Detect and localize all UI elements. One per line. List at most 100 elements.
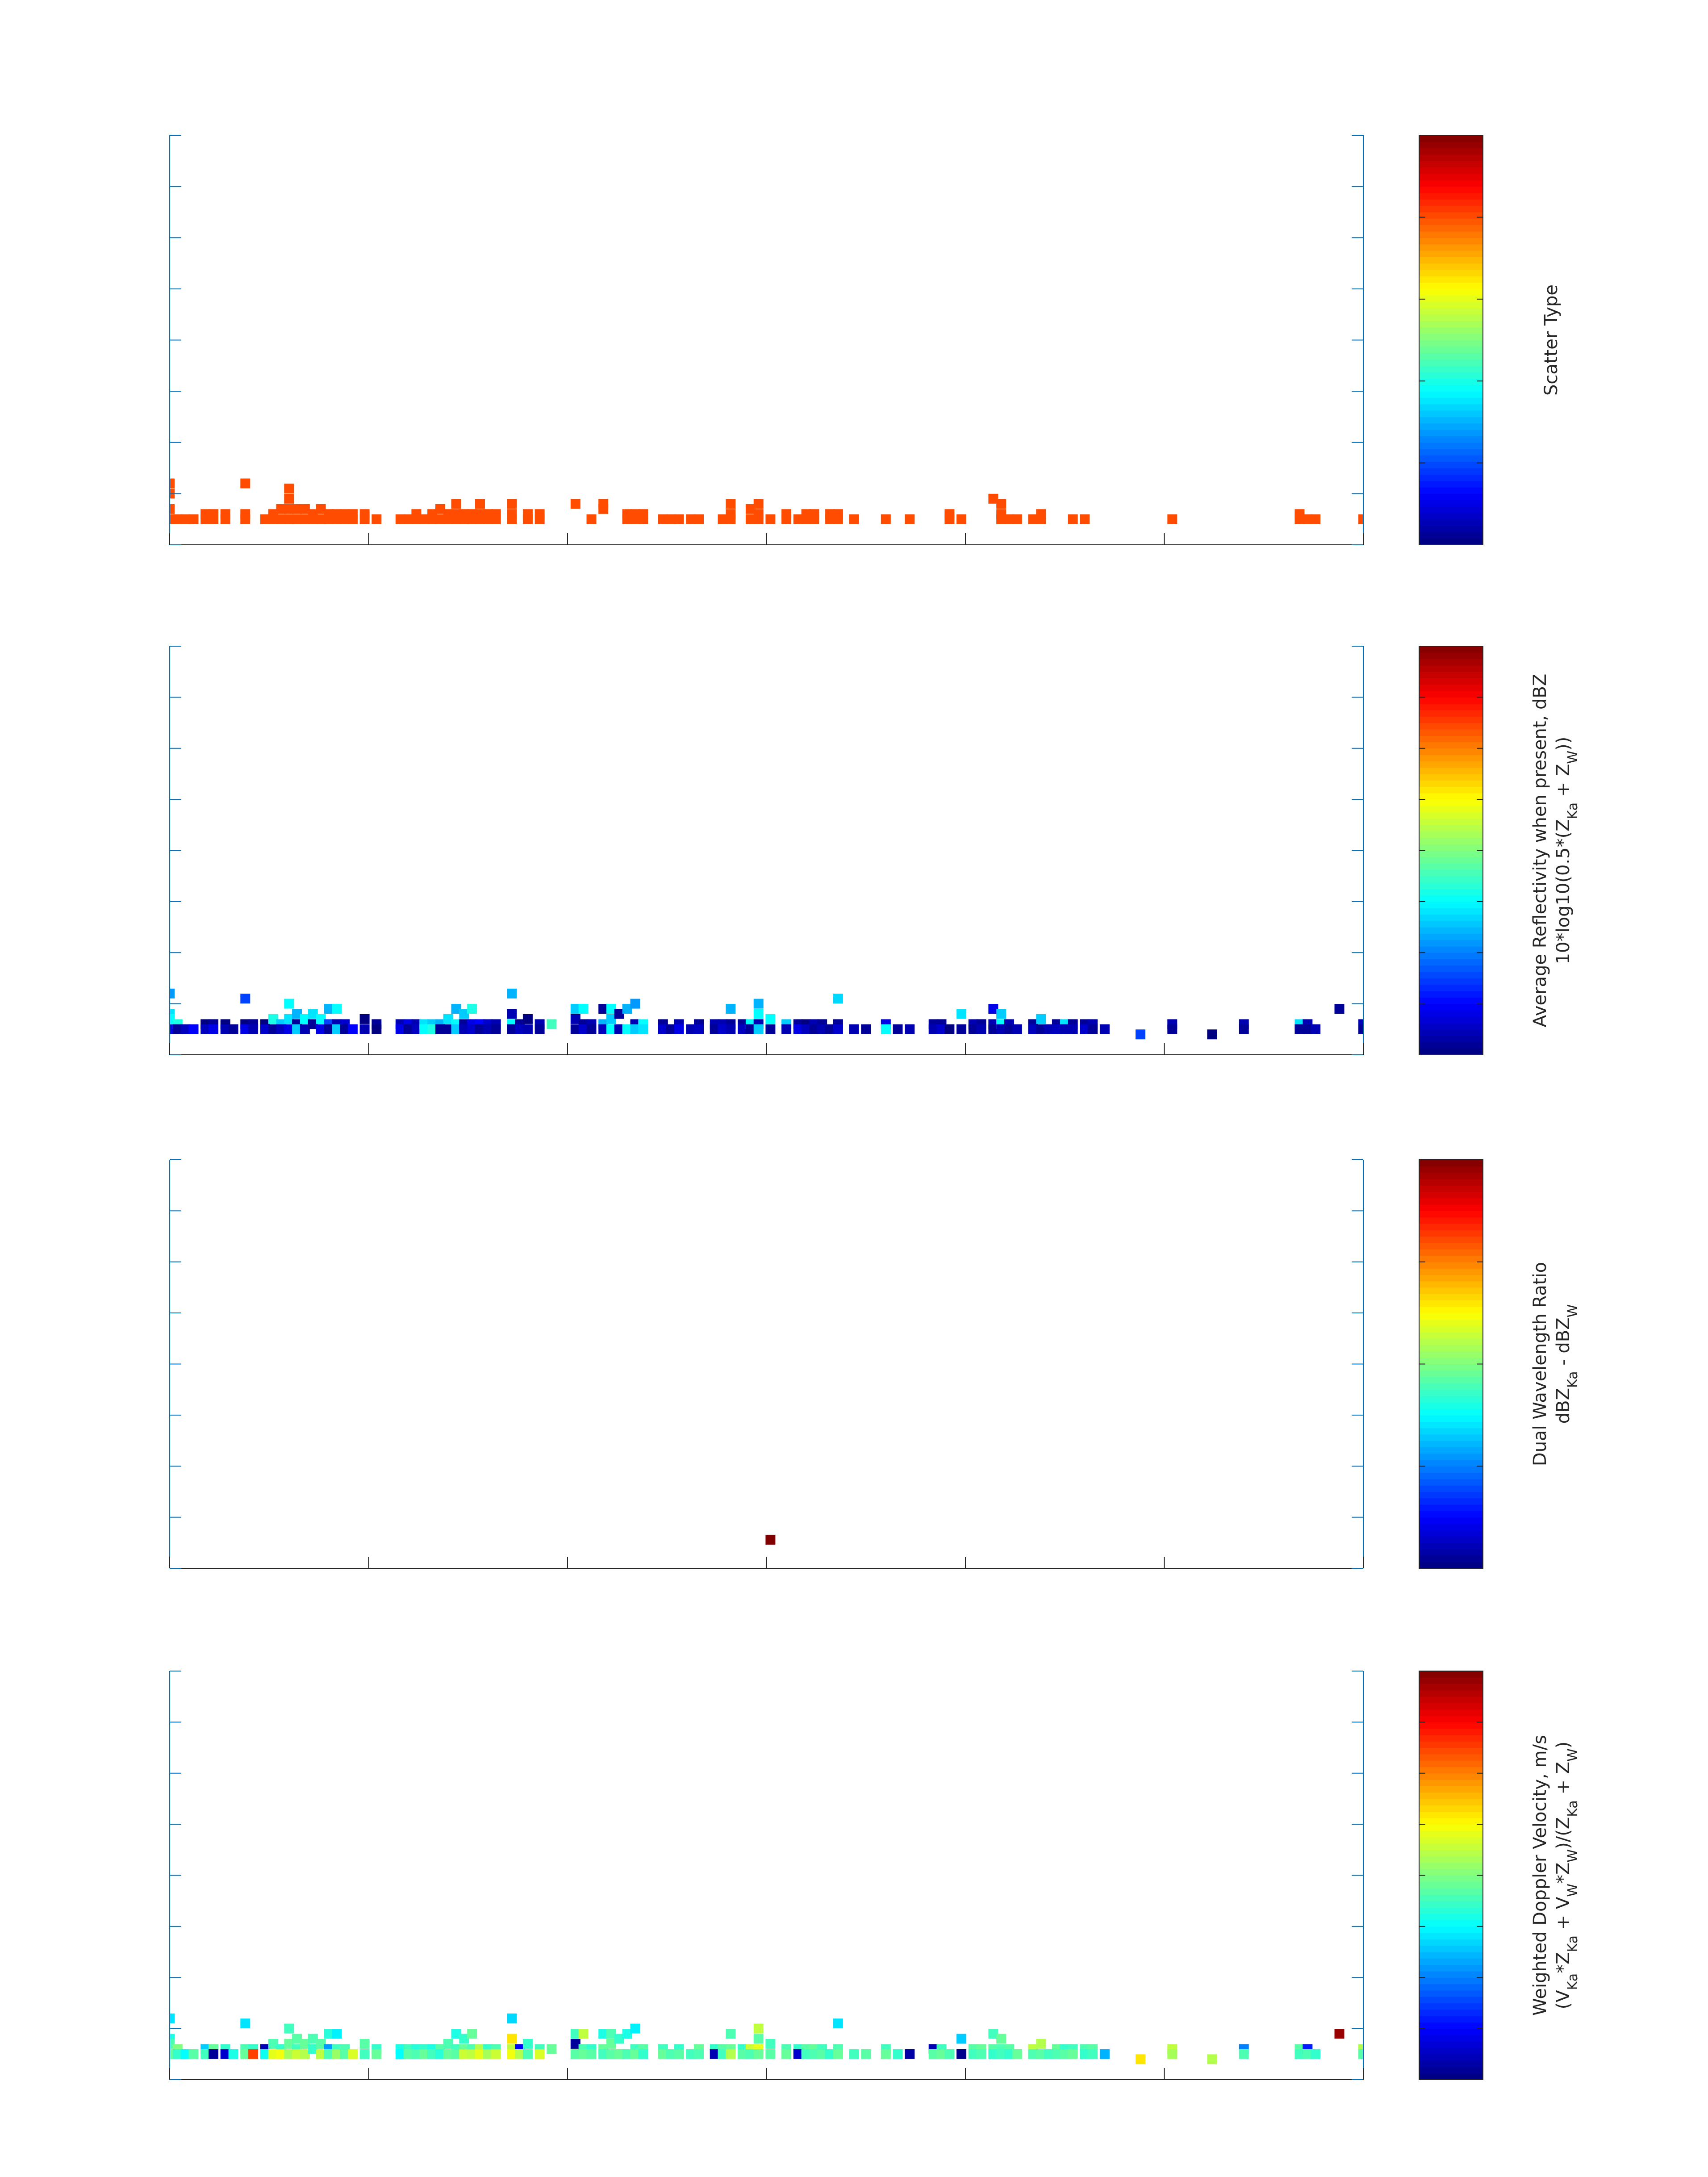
data-cell [726,1024,736,1034]
data-cells [765,1534,776,1545]
data-cell [292,514,302,524]
data-cell [674,514,684,524]
colorbar-swatch [1419,1696,1483,1704]
colorbar-swatch [1419,436,1483,443]
colorbar-swatch [1419,487,1483,494]
data-cell [988,1004,998,1014]
data-cell [507,988,517,999]
data-cell [738,1024,748,1034]
data-cell [507,1009,517,1019]
data-cell [606,1004,616,1014]
colorbar-swatch [1419,991,1483,998]
data-cell [765,1534,776,1545]
colorbar: Average Reflectivity when present, dBZ 10… [1419,646,1581,1055]
data-cell [905,1024,915,1034]
colorbar-frame [1419,135,1483,545]
colorbar-swatch [1419,1722,1483,1729]
data-cell [435,504,445,514]
colorbar-swatch [1419,244,1483,251]
data-cell [359,1024,370,1034]
colorbar-swatch [1419,1530,1483,1537]
colorbar-swatch [1419,1684,1483,1691]
colorbar-swatch [1419,1990,1483,1997]
data-cell [1311,1024,1321,1034]
data-cell [726,2049,736,2059]
colorbar-swatch [1419,192,1483,200]
data-cell [284,999,294,1009]
data-cell [170,1024,175,1034]
colorbar-swatch [1419,173,1483,180]
data-cell [427,2049,438,2059]
colorbar-swatch [1419,882,1483,889]
colorbar-swatch [1419,972,1483,979]
data-cell [833,1024,843,1034]
colorbar-swatch [1419,308,1483,315]
data-cell [578,1024,589,1034]
colorbar-swatch [1419,1875,1483,1882]
data-cell [586,1024,597,1034]
colorbar-swatch [1419,1805,1483,1812]
data-cell [459,2034,469,2044]
data-cell [936,2049,947,2059]
data-cell [622,2049,632,2059]
colorbar-swatch [1419,1562,1483,1569]
colorbar-swatch [1419,1230,1483,1237]
colorbar-swatch [1419,1888,1483,1895]
data-cell [996,514,1006,524]
colorbar-swatch [1419,2060,1483,2068]
data-cell [1012,1024,1022,1034]
colorbar: Scatter Type [1419,135,1562,545]
colorbar-swatch [1419,2009,1483,2016]
data-cell [260,514,270,524]
colorbar-swatch [1419,397,1483,405]
data-cell [276,504,286,514]
colorbar-swatch [1419,1281,1483,1288]
data-cell [308,1009,318,1019]
data-cell [745,504,756,514]
data-cell [833,2018,843,2029]
colorbar-swatch [1419,2047,1483,2055]
data-cell [881,1024,891,1034]
data-cell [347,1024,358,1034]
colorbar-swatch [1419,295,1483,302]
data-cell [968,1024,978,1034]
colorbar-swatch [1419,1856,1483,1863]
data-cell [359,514,370,524]
colorbar-swatch [1419,1319,1483,1326]
data-cell [1358,2049,1363,2059]
data-cell [1358,1024,1363,1034]
colorbar-swatch [1419,1786,1483,1793]
colorbar-swatch [1419,748,1483,755]
colorbar-swatch [1419,1869,1483,1876]
data-cell [170,2049,175,2059]
data-cell [614,2049,624,2059]
colorbar-swatch [1419,773,1483,781]
data-cell [260,1024,270,1034]
data-cell [753,1024,764,1034]
data-cell [1295,2049,1305,2059]
colorbar-swatch [1419,493,1483,501]
colorbar-swatch [1419,665,1483,672]
data-cell [443,2039,453,2049]
data-cell [316,2039,326,2049]
colorbar-swatch [1419,1920,1483,1927]
data-cell [710,1024,720,1034]
data-cell [638,2049,648,2059]
colorbar-swatch [1419,365,1483,372]
colorbar-swatch [1419,1677,1483,1684]
data-cell [180,514,191,524]
colorbar-swatch [1419,697,1483,704]
data-cell [1303,514,1313,524]
colorbar: Dual Wavelength Ratio dBZKa - dBZW [1419,1159,1581,1569]
data-cell [209,2049,218,2059]
data-cell [745,2049,756,2059]
colorbar-swatch [1419,276,1483,283]
data-cell [881,2049,891,2059]
data-cell [308,1019,318,1029]
data-cell [606,1014,616,1024]
data-cell [300,504,310,514]
data-cell [578,2029,589,2039]
colorbar-swatch [1419,481,1483,488]
data-cell [260,2049,270,2059]
